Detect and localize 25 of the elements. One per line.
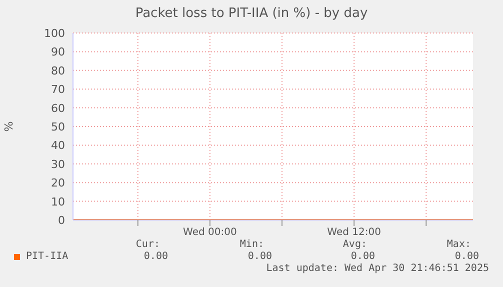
x-tick-label: Wed 12:00 — [327, 227, 381, 238]
text: Min: — [240, 239, 264, 250]
y-tick-label: 100 — [44, 27, 65, 40]
y-tick-label: 90 — [51, 46, 65, 59]
y-tick-label: 50 — [51, 120, 65, 134]
y-tick-label: 70 — [51, 83, 65, 96]
x-tick-label: Wed 00:00 — [183, 227, 237, 238]
text: 0.00 — [454, 251, 479, 262]
y-tick-label: 10 — [51, 195, 65, 208]
text: 0.00 — [350, 251, 375, 262]
y-tick-label: 60 — [51, 102, 65, 115]
y-tick-label: 0 — [58, 214, 65, 227]
y-tick-label: 30 — [51, 158, 65, 171]
y-tick-label: 80 — [51, 64, 65, 78]
chart-title: Packet loss to PIT-IIA (in %) - by day — [134, 6, 369, 21]
y-tick-label: 20 — [51, 176, 65, 190]
text: 0.00 — [144, 251, 168, 262]
text: Cur: — [136, 239, 160, 250]
text: Last update: Wed Apr 30 21:46:51 2025 — [266, 263, 489, 274]
text: Avg: — [342, 239, 367, 250]
legend-label: PIT-IIA — [26, 251, 68, 262]
y-tick-label: 40 — [51, 139, 65, 152]
text: Max: — [446, 239, 471, 250]
text: 0.00 — [248, 251, 272, 262]
y-axis-title: % — [2, 121, 16, 132]
